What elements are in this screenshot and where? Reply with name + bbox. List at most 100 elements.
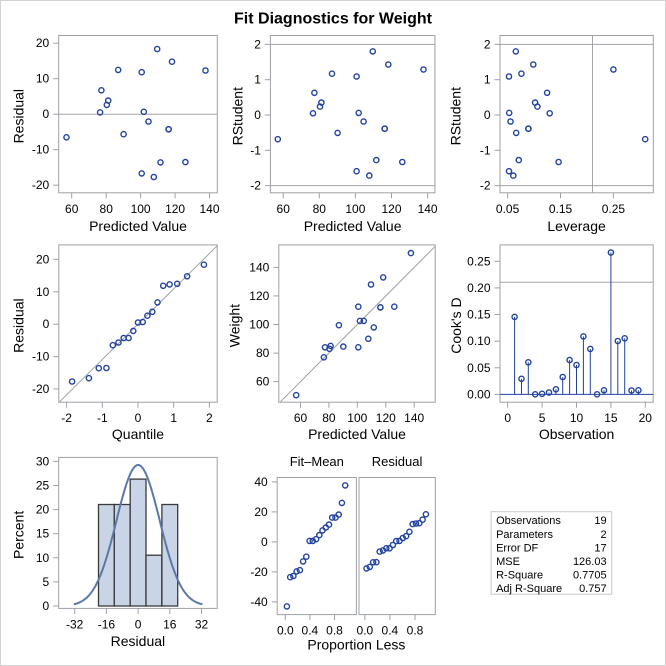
svg-text:140: 140 [404, 411, 424, 425]
svg-text:-1: -1 [97, 411, 108, 425]
svg-text:0: 0 [135, 617, 142, 631]
svg-text:60: 60 [256, 375, 270, 389]
svg-text:2: 2 [600, 529, 606, 541]
svg-text:140: 140 [249, 260, 269, 274]
svg-text:-20: -20 [32, 382, 50, 396]
svg-text:Observation: Observation [539, 426, 614, 442]
svg-text:40: 40 [254, 475, 268, 489]
svg-text:20: 20 [36, 503, 50, 517]
svg-text:-10: -10 [32, 350, 50, 364]
svg-text:0: 0 [135, 411, 142, 425]
svg-text:120: 120 [381, 202, 401, 216]
svg-text:0: 0 [504, 411, 511, 425]
svg-text:Cook's D: Cook's D [448, 297, 464, 353]
svg-text:Residual: Residual [111, 633, 165, 649]
svg-text:0: 0 [261, 535, 268, 549]
svg-text:19: 19 [594, 515, 606, 527]
svg-text:Residual: Residual [372, 454, 423, 469]
svg-text:1: 1 [170, 411, 177, 425]
svg-text:10: 10 [570, 411, 584, 425]
svg-text:Weight: Weight [227, 304, 243, 347]
svg-text:0.25: 0.25 [467, 254, 491, 268]
svg-text:-40: -40 [250, 595, 268, 609]
svg-text:20: 20 [36, 36, 50, 50]
svg-text:R-Square: R-Square [496, 570, 543, 582]
svg-text:2: 2 [206, 411, 213, 425]
svg-text:-1: -1 [250, 143, 261, 157]
svg-text:0.00: 0.00 [467, 387, 491, 401]
svg-text:60: 60 [65, 202, 79, 216]
svg-text:Fit–Mean: Fit–Mean [290, 454, 344, 469]
svg-text:-2: -2 [61, 411, 72, 425]
svg-text:0.15: 0.15 [467, 308, 491, 322]
svg-text:120: 120 [376, 411, 396, 425]
svg-text:-10: -10 [32, 143, 50, 157]
svg-text:0.15: 0.15 [549, 202, 573, 216]
svg-text:140: 140 [199, 202, 219, 216]
svg-text:1: 1 [254, 73, 261, 87]
svg-text:Observations: Observations [496, 515, 561, 527]
svg-text:-16: -16 [98, 617, 116, 631]
svg-text:0.05: 0.05 [496, 202, 520, 216]
svg-text:0.0: 0.0 [277, 624, 294, 638]
svg-text:0.4: 0.4 [382, 624, 399, 638]
svg-text:Predicted Value: Predicted Value [304, 218, 402, 234]
svg-text:-32: -32 [66, 617, 84, 631]
svg-text:120: 120 [165, 202, 185, 216]
svg-text:10: 10 [36, 285, 50, 299]
svg-text:-1: -1 [480, 143, 491, 157]
svg-text:140: 140 [418, 202, 438, 216]
svg-text:RStudent: RStudent [448, 87, 464, 145]
svg-text:30: 30 [36, 454, 50, 468]
svg-text:0.7705: 0.7705 [573, 570, 607, 582]
svg-text:Leverage: Leverage [547, 218, 606, 234]
svg-text:20: 20 [254, 505, 268, 519]
svg-text:-2: -2 [250, 179, 261, 193]
svg-text:Proportion Less: Proportion Less [307, 637, 405, 653]
svg-text:0.10: 0.10 [467, 334, 491, 348]
svg-text:Error DF: Error DF [496, 542, 538, 554]
svg-text:20: 20 [36, 252, 50, 266]
svg-text:-2: -2 [480, 179, 491, 193]
svg-text:0.0: 0.0 [357, 624, 374, 638]
svg-text:126.03: 126.03 [573, 556, 607, 568]
svg-text:100: 100 [345, 202, 365, 216]
svg-text:MSE: MSE [496, 556, 520, 568]
svg-text:Fit Diagnostics for Weight: Fit Diagnostics for Weight [234, 11, 433, 28]
svg-text:32: 32 [195, 617, 209, 631]
svg-text:0: 0 [254, 108, 261, 122]
svg-text:120: 120 [249, 289, 269, 303]
svg-text:0.05: 0.05 [467, 361, 491, 375]
svg-text:80: 80 [313, 202, 327, 216]
svg-text:2: 2 [484, 37, 491, 51]
svg-text:80: 80 [256, 346, 270, 360]
svg-text:15: 15 [604, 411, 618, 425]
svg-text:5: 5 [43, 575, 50, 589]
svg-text:20: 20 [639, 411, 653, 425]
svg-text:-20: -20 [32, 178, 50, 192]
svg-text:10: 10 [36, 551, 50, 565]
svg-text:60: 60 [294, 411, 308, 425]
svg-text:1: 1 [484, 73, 491, 87]
svg-text:Parameters: Parameters [496, 529, 553, 541]
svg-text:RStudent: RStudent [230, 87, 246, 145]
svg-text:80: 80 [100, 202, 114, 216]
svg-text:-20: -20 [250, 565, 268, 579]
svg-text:100: 100 [347, 411, 367, 425]
svg-text:Adj R-Square: Adj R-Square [496, 583, 562, 595]
svg-text:0.25: 0.25 [602, 202, 626, 216]
svg-text:17: 17 [594, 542, 606, 554]
svg-text:60: 60 [277, 202, 291, 216]
svg-text:Residual: Residual [11, 298, 27, 352]
svg-text:Residual: Residual [11, 89, 27, 143]
svg-text:Percent: Percent [11, 511, 27, 559]
svg-text:0.4: 0.4 [302, 624, 319, 638]
svg-text:100: 100 [249, 318, 269, 332]
svg-text:100: 100 [131, 202, 151, 216]
svg-text:2: 2 [254, 37, 261, 51]
svg-text:80: 80 [322, 411, 336, 425]
svg-text:16: 16 [163, 617, 177, 631]
svg-text:0.8: 0.8 [326, 624, 343, 638]
svg-text:0: 0 [43, 599, 50, 613]
svg-text:0.8: 0.8 [407, 624, 424, 638]
